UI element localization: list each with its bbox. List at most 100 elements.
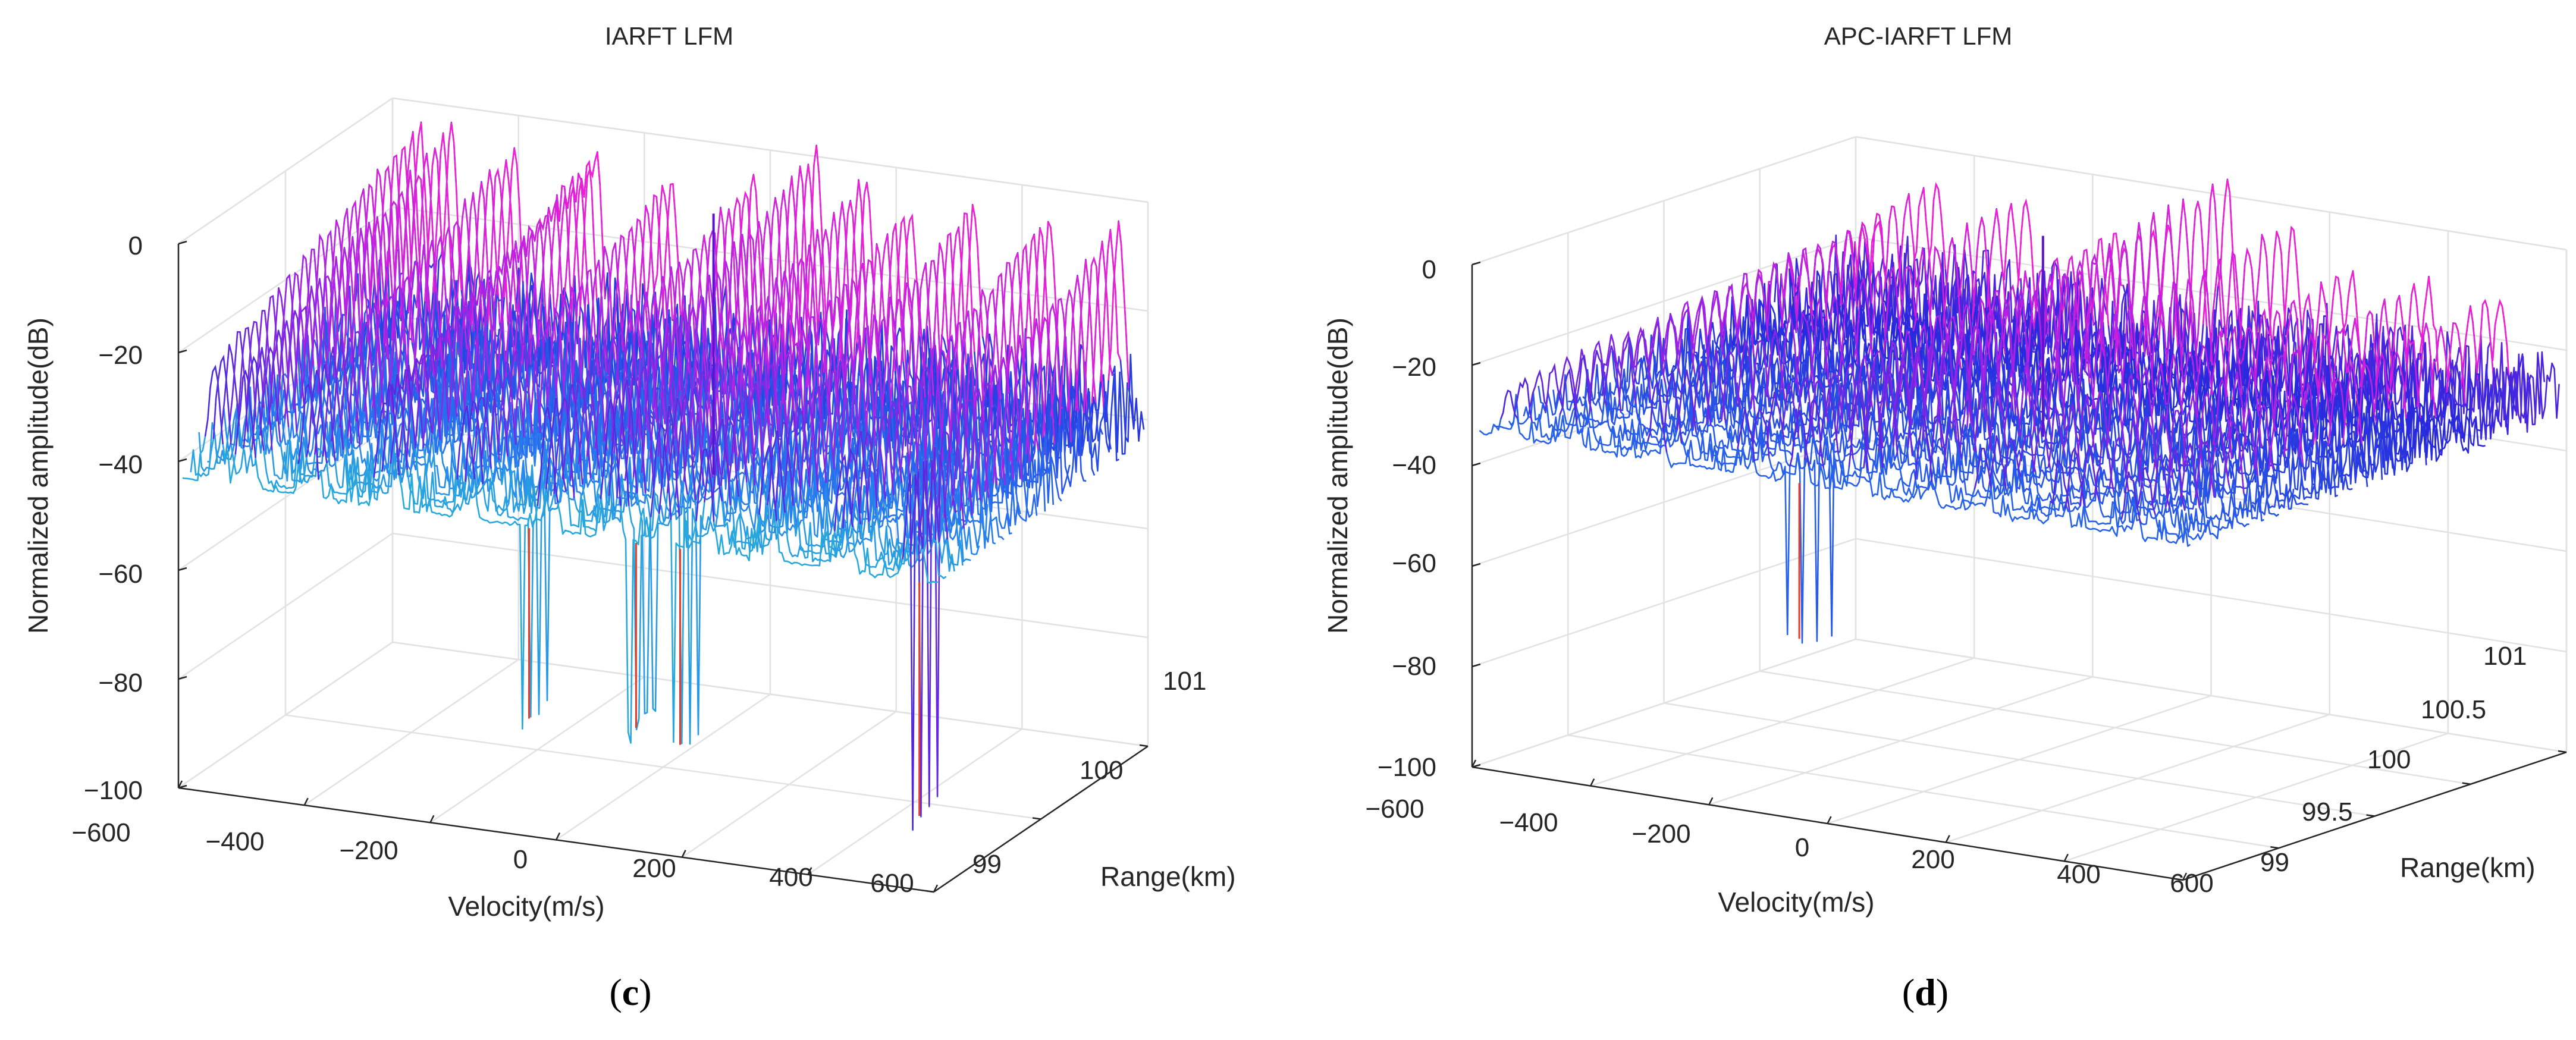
d-peak-segment xyxy=(1662,313,1681,375)
d-peak-segment xyxy=(1803,397,1825,469)
c-peak-segment xyxy=(902,473,924,831)
c-peak-segment xyxy=(421,240,443,368)
d-peak-segment xyxy=(2018,432,2037,472)
c-peak-segment xyxy=(791,410,811,487)
d-y-tickmark xyxy=(2462,782,2471,785)
d-peak-segment xyxy=(2283,299,2302,378)
c-peak-segment xyxy=(454,306,474,412)
c-x-tickmark xyxy=(681,850,686,858)
c-peak-segment xyxy=(440,122,462,291)
d-peak-segment xyxy=(2003,437,2022,486)
d-peak-segment xyxy=(1721,351,1742,421)
c-peak-segment xyxy=(353,188,372,324)
d-peak-segment xyxy=(1973,384,1992,452)
c-peak-segment xyxy=(965,307,985,421)
c-ztick: −40 xyxy=(98,450,143,479)
d-peak-segment xyxy=(1574,354,1592,414)
c-peak-segment xyxy=(237,326,257,420)
c-peak-segment xyxy=(757,296,779,424)
c-peak-segment xyxy=(413,244,435,376)
d-peak-segment xyxy=(2371,351,2392,413)
c-box-edge xyxy=(392,97,1149,203)
c-peak-segment xyxy=(496,254,515,362)
d-ztick: 0 xyxy=(1422,255,1436,284)
d-peak-segment xyxy=(2094,433,2114,496)
c-peak-segment xyxy=(898,282,918,409)
c-peak-segment xyxy=(1034,316,1056,445)
c-peak-segment xyxy=(794,327,814,441)
c-peak-segment xyxy=(297,383,319,480)
d-peak-segment xyxy=(2475,299,2496,392)
d-peak-segment xyxy=(2445,322,2466,404)
c-peak-segment xyxy=(462,192,484,337)
d-peak-segment xyxy=(1752,408,1770,458)
c-peak-segment xyxy=(563,285,583,398)
d-peak-segment xyxy=(2032,268,2050,337)
c-peak-segment xyxy=(923,260,943,391)
d-peak-segment xyxy=(2357,363,2377,435)
c-peak-segment xyxy=(732,329,754,453)
c-peak-segment xyxy=(379,296,402,407)
d-peak-segment xyxy=(2062,340,2081,420)
d-gridline xyxy=(1568,734,2279,849)
c-peak-segment xyxy=(959,398,981,511)
c-peak-segment xyxy=(716,337,738,456)
d-peak-segment xyxy=(1662,370,1683,443)
c-peak-segment xyxy=(1058,290,1080,431)
d-peak-segment xyxy=(1854,221,1873,304)
d-peak-segment xyxy=(1951,331,1972,429)
d-ytick: 101 xyxy=(2483,642,2527,671)
d-peak-segment xyxy=(1751,272,1769,341)
c-peak-segment xyxy=(382,200,405,344)
d-peak-segment xyxy=(1907,351,1928,448)
c-peak-segment xyxy=(774,421,794,508)
d-peak-segment xyxy=(1736,272,1755,355)
d-peak-segment xyxy=(2195,344,2214,403)
c-peak-segment xyxy=(968,388,990,500)
d-peak-segment xyxy=(1882,265,1904,355)
d-peak-segment xyxy=(2129,222,2150,363)
c-peak-segment xyxy=(901,213,921,336)
c-x-tickmark xyxy=(429,815,435,823)
c-peak-segment xyxy=(545,397,567,492)
d-x-tickmark xyxy=(1590,778,1595,787)
c-ztick: −80 xyxy=(98,668,143,697)
c-peak-segment xyxy=(275,321,298,433)
d-peak-segment xyxy=(1692,294,1710,349)
d-peak-segment xyxy=(2123,419,2144,489)
c-peak-segment xyxy=(843,277,863,389)
c-panel-letter: (c) xyxy=(609,971,651,1013)
c-peak-segment xyxy=(522,334,541,433)
c-peak-segment xyxy=(741,306,763,436)
c-peak-segment xyxy=(758,445,778,521)
d-peak-segment xyxy=(2430,326,2451,400)
d-peak-segment xyxy=(1853,277,1874,364)
c-peak-segment xyxy=(827,295,846,403)
c-peak-segment xyxy=(372,298,394,413)
d-z-tickmark xyxy=(1471,362,1481,366)
d-peak-segment xyxy=(2256,357,2277,432)
c-peak-segment xyxy=(916,360,936,470)
c-peak-segment xyxy=(1017,337,1039,462)
d-peak-segment xyxy=(1848,378,1869,453)
d-z-tickmark xyxy=(1471,563,1481,567)
d-peak-segment xyxy=(1922,340,1943,448)
d-xlabel: Velocity(m/s) xyxy=(1718,887,1874,918)
c-x-tickmark xyxy=(555,832,561,841)
d-peak-segment xyxy=(2268,231,2287,335)
c-peak-segment xyxy=(660,267,682,411)
c-peak-segment xyxy=(463,290,482,394)
d-gridline xyxy=(1855,538,2567,653)
d-ztick: −20 xyxy=(1392,353,1436,382)
d-surface-trace xyxy=(1479,369,2191,636)
c-peak-segment xyxy=(465,400,484,485)
c-xtick: 600 xyxy=(870,869,914,898)
c-peak-segment xyxy=(487,167,509,325)
c-z-tickmark xyxy=(178,349,187,354)
c-peak-segment xyxy=(538,316,558,419)
c-peak-segment xyxy=(1050,297,1072,443)
c-peak-segment xyxy=(572,282,591,387)
d-peak-segment xyxy=(2327,378,2348,446)
c-y-tickmark xyxy=(1139,744,1149,747)
